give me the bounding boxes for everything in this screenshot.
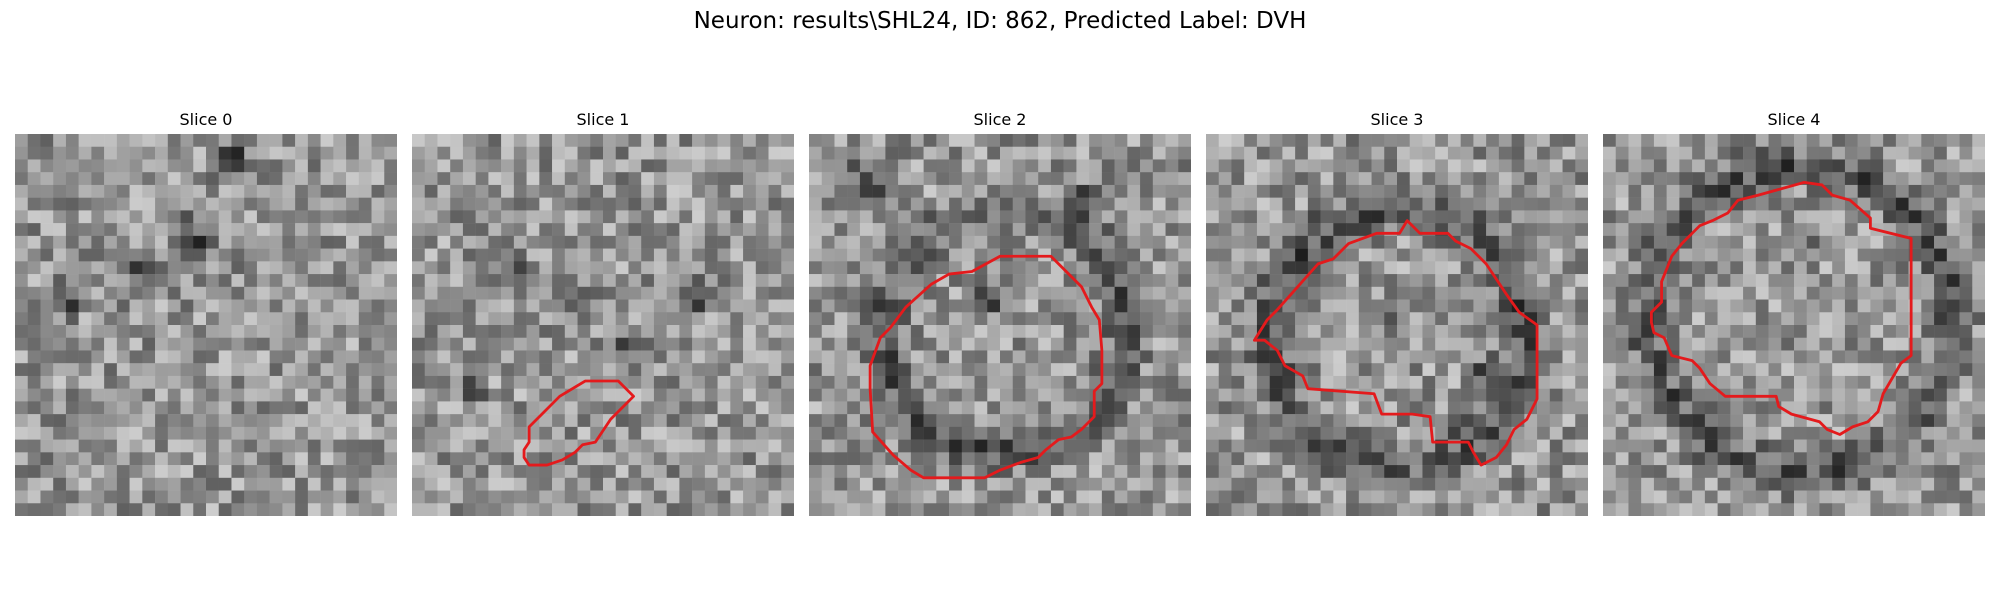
segmentation-contour — [522, 379, 635, 467]
segmentation-contour — [1649, 180, 1913, 436]
slice-panel-4: Slice 4 — [1603, 108, 1985, 516]
slice-title: Slice 3 — [1370, 110, 1424, 129]
slice-image-0 — [15, 134, 397, 516]
slice-panel-2: Slice 2 — [809, 108, 1191, 516]
slice-title: Slice 2 — [973, 110, 1027, 129]
slice-image-4 — [1603, 134, 1985, 516]
slice-image-3 — [1206, 134, 1588, 516]
slice-panel-1: Slice 1 — [412, 108, 794, 516]
figure-title: Neuron: results\SHL24, ID: 862, Predicte… — [693, 8, 1307, 34]
slice-image-1 — [412, 134, 794, 516]
slice-title: Slice 1 — [576, 110, 630, 129]
segmentation-contour — [1252, 219, 1539, 467]
slice-title: Slice 0 — [179, 110, 233, 129]
segmentation-contour — [868, 254, 1104, 480]
slice-panel-3: Slice 3 — [1206, 108, 1588, 516]
slice-title: Slice 4 — [1767, 110, 1821, 129]
slice-image-2 — [809, 134, 1191, 516]
slice-panel-0: Slice 0 — [15, 108, 397, 516]
